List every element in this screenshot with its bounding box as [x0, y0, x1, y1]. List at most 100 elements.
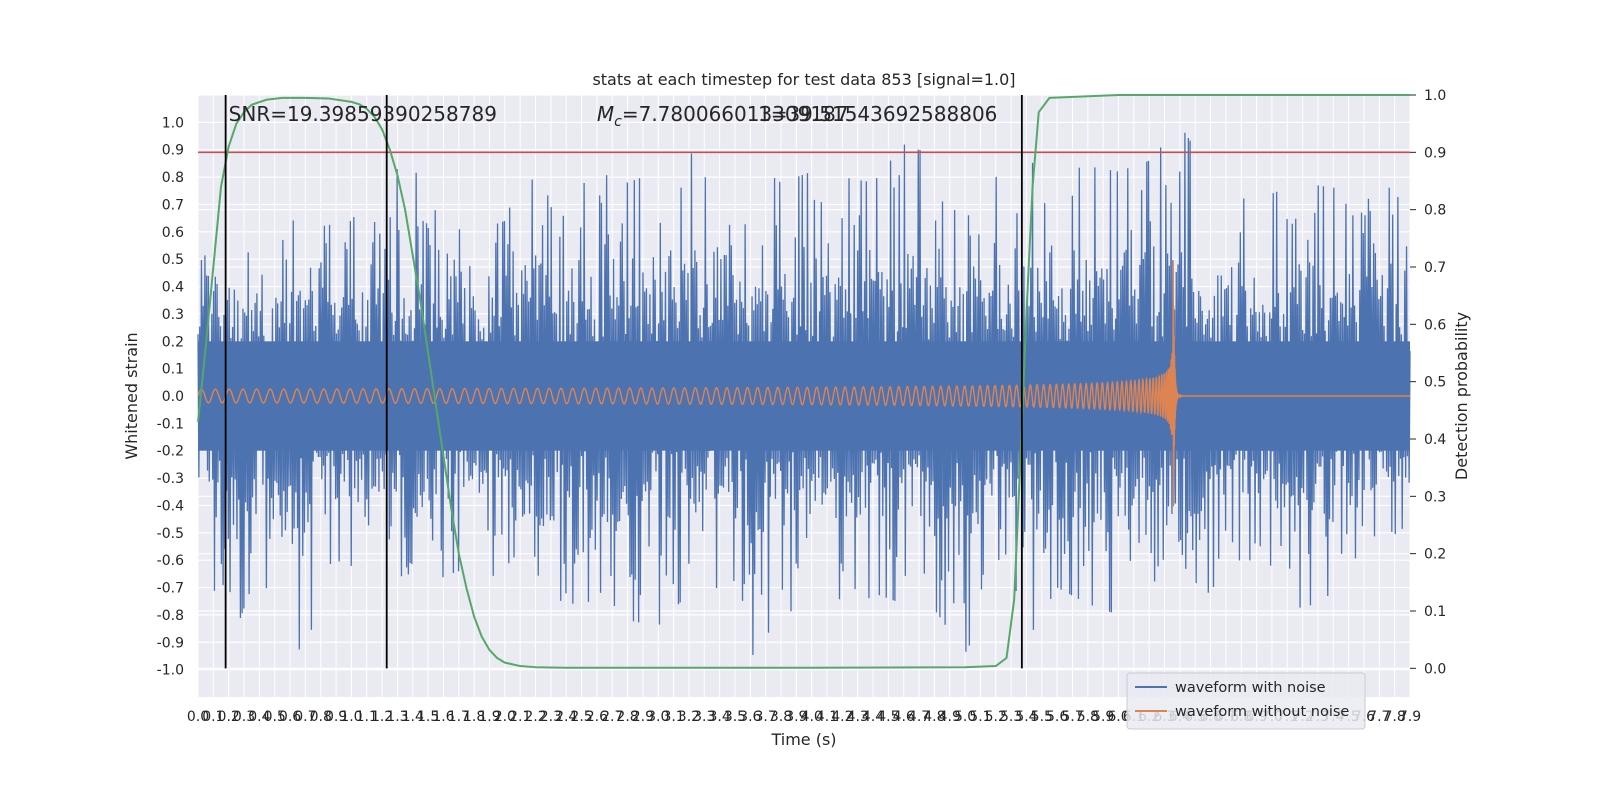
x-tick-label: 5.0	[954, 709, 976, 725]
x-tick-label: 3.0	[647, 709, 669, 725]
x-tick-label: 2.5	[570, 709, 592, 725]
y-tick-label: 0.9	[162, 143, 184, 159]
x-tick-label: 5.8	[1077, 709, 1099, 725]
annotation-overlap: 1=39.51543692588806	[758, 102, 997, 126]
x-tick-label: 4.1	[816, 709, 838, 725]
y-tick-label: 0.6	[162, 225, 184, 241]
x-tick-label: 4.3	[847, 709, 869, 725]
x-tick-label: 3.3	[693, 709, 715, 725]
x-tick-label: 1.6	[432, 709, 454, 725]
y-tick-label: -0.2	[157, 444, 184, 460]
y-right-tick-label: 0.7	[1424, 260, 1446, 276]
x-tick-label: 4.8	[923, 709, 945, 725]
annotation-mc-symbol: M	[597, 102, 614, 126]
y-axis-label: Whitened strain	[122, 332, 141, 459]
x-tick-label: 5.3	[1000, 709, 1022, 725]
x-tick-label: 7.9	[1399, 709, 1421, 725]
x-tick-label: 5.9	[1092, 709, 1114, 725]
x-tick-label: 0.3	[233, 709, 255, 725]
y-tick-label: -0.8	[157, 608, 184, 624]
y-tick-label: 1.0	[162, 115, 184, 131]
x-tick-label: 2.7	[601, 709, 623, 725]
x-tick-label: 4.7	[908, 709, 930, 725]
x-tick-label: 0.0	[187, 709, 209, 725]
y-tick-label: 0.7	[162, 197, 184, 213]
left-y-axis: -1.0 -0.9 -0.8 -0.7 -0.6 -0.5 -0.4 -0.3 -0.2 -0.1…	[157, 115, 184, 678]
legend-label-clean: waveform without noise	[1175, 704, 1349, 720]
y-tick-label: -1.0	[157, 663, 184, 679]
annotation-snr: SNR=19.39859390258789	[229, 102, 497, 126]
x-axis-label: Time (s)	[770, 730, 836, 749]
x-tick-label: 4.0	[801, 709, 823, 725]
probability-trace	[197, 94, 1410, 669]
y-tick-label: 0.4	[162, 280, 184, 296]
x-tick-label: 3.1	[662, 709, 684, 725]
legend-label-noise: waveform with noise	[1175, 680, 1326, 696]
y-tick-label: -0.3	[157, 471, 184, 487]
x-tick-label: 3.5	[724, 709, 746, 725]
annotation-mc-value: =7.780066013309187	[622, 102, 849, 126]
x-tick-label: 5.7	[1061, 709, 1083, 725]
y-tick-label: -0.1	[157, 416, 184, 432]
y-right-tick-label: 0.3	[1424, 489, 1446, 505]
x-tick-label: 1.8	[463, 709, 485, 725]
y-right-tick-label: 0.5	[1424, 375, 1446, 391]
legend-box	[1126, 672, 1366, 730]
x-tick-label: 3.9	[785, 709, 807, 725]
legend: waveform with noise waveform without noi…	[1126, 672, 1366, 730]
vertical-markers	[224, 95, 1023, 669]
x-tick-label: 1.3	[386, 709, 408, 725]
clean-trace	[197, 261, 1410, 507]
y-right-tick-label: 1.0	[1424, 88, 1446, 104]
y-right-tick-label: 0.8	[1424, 203, 1446, 219]
x-tick-label: 1.0	[340, 709, 362, 725]
y-right-tick-label: 0.1	[1424, 604, 1446, 620]
x-tick-label: 0.7	[294, 709, 316, 725]
x-tick-label: 0.8	[310, 709, 332, 725]
x-tick-label: 0.5	[264, 709, 286, 725]
y-tick-label: 0.2	[162, 334, 184, 350]
x-tick-label: 3.6	[739, 709, 761, 725]
x-tick-label: 4.2	[831, 709, 853, 725]
x-tick-label: 5.5	[1031, 709, 1053, 725]
x-tick-label: 4.6	[893, 709, 915, 725]
x-tick-label: 4.5	[877, 709, 899, 725]
y-right-tick-label: 0.9	[1424, 145, 1446, 161]
x-tick-label: 0.4	[248, 709, 270, 725]
x-tick-label: 1.7	[448, 709, 470, 725]
y-tick-label: -0.4	[157, 498, 184, 514]
x-tick-label: 2.8	[616, 709, 638, 725]
y-right-tick-label: 0.4	[1424, 432, 1446, 448]
y-right-tick-label: 0.6	[1424, 317, 1446, 333]
annotation-mc-subscript: c	[614, 114, 622, 130]
x-tick-label: 2.0	[494, 709, 516, 725]
x-tick-label: 0.6	[279, 709, 301, 725]
y-axis-right-label: Detection probability	[1452, 312, 1471, 480]
x-tick-label: 3.7	[755, 709, 777, 725]
y-tick-label: -0.7	[157, 581, 184, 597]
y-right-tick-label: 0.2	[1424, 547, 1446, 563]
x-tick-label: 5.6	[1046, 709, 1068, 725]
annotation-chirp-mass: Mc=7.780066013309187	[597, 102, 849, 130]
x-tick-label: 0.2	[218, 709, 240, 725]
x-tick-label: 4.9	[939, 709, 961, 725]
x-tick-label: 0.9	[325, 709, 347, 725]
x-tick-label: 1.5	[417, 709, 439, 725]
x-tick-label: 1.9	[478, 709, 500, 725]
x-tick-label: 2.1	[509, 709, 531, 725]
series-waveform-without-noise	[197, 261, 1410, 507]
x-tick-label: 3.2	[678, 709, 700, 725]
x-tick-label: 1.4	[402, 709, 424, 725]
x-tick-label: 2.2	[524, 709, 546, 725]
chart-title: stats at each timestep for test data 853…	[592, 70, 1015, 89]
x-tick-label: 1.2	[371, 709, 393, 725]
x-tick-label: 5.1	[969, 709, 991, 725]
y-tick-label: -0.5	[157, 526, 184, 542]
y-tick-label: 0.1	[162, 362, 184, 378]
x-tick-label: 2.3	[540, 709, 562, 725]
x-tick-label: 3.8	[770, 709, 792, 725]
x-tick-label: 1.1	[356, 709, 378, 725]
x-tick-label: 5.4	[1015, 709, 1037, 725]
